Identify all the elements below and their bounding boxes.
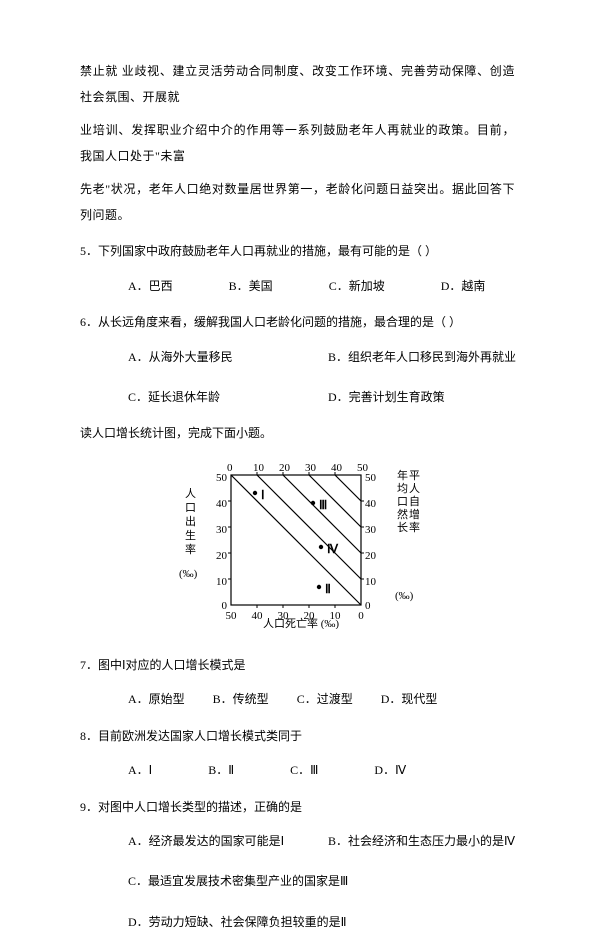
q7-stem: 7．图中Ⅰ对应的人口增长模式是 [80, 652, 515, 678]
svg-text:40: 40 [365, 498, 377, 510]
q5-option-c[interactable]: C．新加坡 [329, 273, 385, 299]
svg-text:40: 40 [331, 462, 343, 474]
q7-option-d[interactable]: D．现代型 [381, 686, 438, 712]
q6-stem: 6．从长远角度来看，缓解我国人口老龄化问题的措施，最合理的是（ ） [80, 309, 515, 335]
q6-option-d[interactable]: D．完善计划生育政策 [328, 384, 528, 410]
q7-option-c[interactable]: C．过渡型 [297, 686, 353, 712]
chart-point-i: Ⅰ [261, 488, 265, 502]
svg-text:40: 40 [251, 610, 263, 622]
chart-iso-lines [231, 475, 361, 605]
chart-left-axis: 50 40 30 20 10 0 [216, 472, 228, 612]
q9-option-c[interactable]: C．最适宜发展技术密集型产业的国家是Ⅲ [128, 868, 515, 894]
svg-text:0: 0 [365, 600, 371, 612]
q6-option-c[interactable]: C．延长退休年龄 [128, 384, 328, 410]
q9-option-d[interactable]: D．劳动力短缺、社会保障负担较重的是Ⅱ [128, 909, 515, 935]
q9-option-b[interactable]: B．社会经济和生态压力最小的是Ⅳ [328, 828, 548, 854]
q8-stem: 8．目前欧洲发达国家人口增长模式类同于 [80, 723, 515, 749]
chart-point-ii: Ⅱ [325, 582, 331, 596]
svg-text:30: 30 [216, 524, 228, 536]
q8-option-c[interactable]: C．Ⅲ [290, 757, 318, 783]
svg-text:10: 10 [253, 462, 265, 474]
svg-text:50: 50 [216, 472, 228, 484]
chart-points: Ⅰ Ⅱ Ⅲ Ⅳ [252, 488, 338, 596]
svg-text:40: 40 [216, 498, 228, 510]
svg-text:20: 20 [279, 462, 291, 474]
q5-option-b[interactable]: B．美国 [229, 273, 273, 299]
q5-option-a[interactable]: A．巴西 [128, 273, 173, 299]
q8-option-d[interactable]: D．Ⅳ [374, 757, 406, 783]
q6-option-b[interactable]: B．组织老年人口移民到海外再就业 [328, 344, 528, 370]
q6-option-a[interactable]: A．从海外大量移民 [128, 344, 328, 370]
chart-right-unit: (‰) [395, 590, 414, 602]
svg-text:50: 50 [225, 610, 237, 622]
q8-option-b[interactable]: B．Ⅱ [208, 757, 234, 783]
chart-point-iv: Ⅳ [327, 542, 339, 556]
svg-text:30: 30 [365, 524, 377, 536]
q8-option-a[interactable]: A．Ⅰ [128, 757, 152, 783]
intro-line-2: 业培训、发挥职业介绍中介的作用等一系列鼓励老年人再就业的政策。目前，我国人口处于… [80, 117, 515, 170]
svg-text:20: 20 [365, 550, 377, 562]
svg-text:0: 0 [227, 462, 233, 474]
chart-right-axis: 50 40 30 20 10 0 [365, 472, 377, 612]
intro-line-1: 禁止就 业歧视、建立灵活劳动合同制度、改变工作环境、完善劳动保障、创造社会氛围、… [80, 58, 515, 111]
q9-options: A．经济最发达的国家可能是Ⅰ B．社会经济和生态压力最小的是Ⅳ C．最适宜发展技… [128, 828, 515, 935]
chart-intro: 读人口增长统计图，完成下面小题。 [80, 420, 515, 446]
svg-text:20: 20 [216, 550, 228, 562]
chart-left-label: 人 口 出 生 率 [185, 487, 199, 556]
chart-top-axis: 0 10 20 30 40 50 [227, 462, 369, 474]
svg-text:50: 50 [365, 472, 377, 484]
svg-text:0: 0 [358, 610, 364, 622]
q7-options: A．原始型 B．传统型 C．过渡型 D．现代型 [128, 686, 515, 712]
intro-line-3: 先老"状况，老年人口绝对数量居世界第一，老龄化问题日益突出。据此回答下列问题。 [80, 176, 515, 229]
population-chart: 人 口 出 生 率 (‰) 年平 均人 口自 然增 长率 (‰) 0 10 20… [80, 459, 515, 638]
svg-text:30: 30 [305, 462, 317, 474]
q6-options: A．从海外大量移民 B．组织老年人口移民到海外再就业 C．延长退休年龄 D．完善… [128, 344, 515, 411]
chart-right-label: 年平 均人 口自 然增 长率 [397, 468, 423, 534]
q7-option-b[interactable]: B．传统型 [213, 686, 269, 712]
q7-option-a[interactable]: A．原始型 [128, 686, 185, 712]
q9-stem: 9．对图中人口增长类型的描述，正确的是 [80, 794, 515, 820]
q5-stem: 5．下列国家中政府鼓励老年人口再就业的措施，最有可能的是（ ） [80, 238, 515, 264]
chart-x-label: 人口死亡率 (‰) [263, 616, 339, 629]
q8-options: A．Ⅰ B．Ⅱ C．Ⅲ D．Ⅳ [128, 757, 515, 783]
chart-left-unit: (‰) [179, 568, 198, 580]
svg-text:10: 10 [365, 576, 377, 588]
chart-point-iii: Ⅲ [319, 498, 327, 512]
q9-option-a[interactable]: A．经济最发达的国家可能是Ⅰ [128, 828, 328, 854]
svg-text:10: 10 [216, 576, 228, 588]
q5-options: A．巴西 B．美国 C．新加坡 D．越南 [128, 273, 515, 299]
q5-option-d[interactable]: D．越南 [441, 273, 486, 299]
